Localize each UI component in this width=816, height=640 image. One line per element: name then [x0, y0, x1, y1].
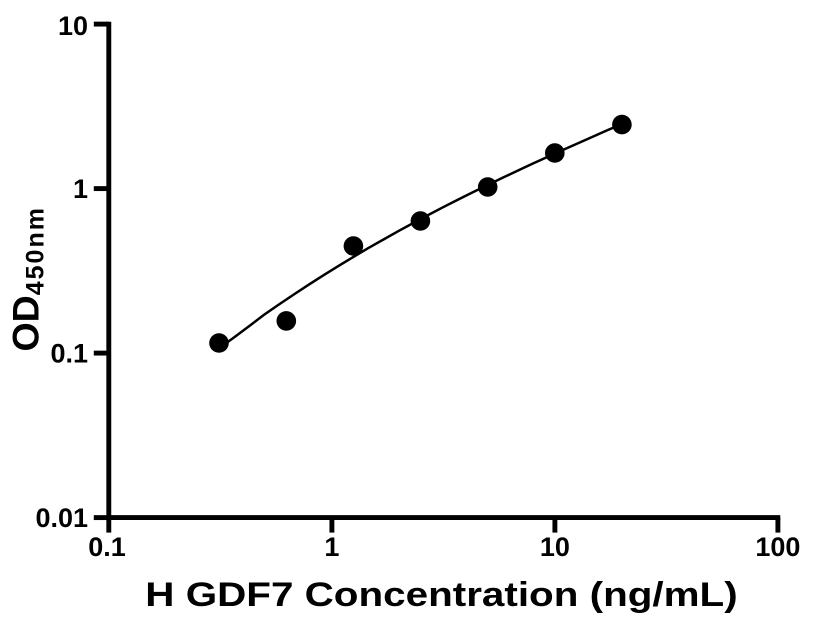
svg-text:10: 10	[540, 532, 570, 562]
svg-text:1: 1	[324, 532, 339, 562]
svg-text:H GDF7 Concentration (ng/mL): H GDF7 Concentration (ng/mL)	[145, 575, 737, 613]
svg-text:0.1: 0.1	[88, 532, 126, 562]
svg-text:0.1: 0.1	[50, 338, 88, 368]
svg-text:0.01: 0.01	[35, 503, 88, 533]
svg-text:10: 10	[58, 11, 88, 41]
svg-text:100: 100	[755, 532, 800, 562]
svg-text:1: 1	[73, 174, 88, 204]
